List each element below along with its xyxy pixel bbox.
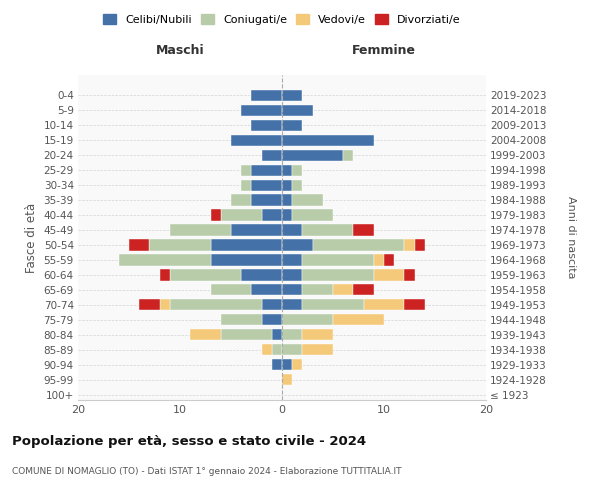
Bar bbox=[282, 224, 302, 235]
Bar bbox=[241, 104, 282, 116]
Bar bbox=[292, 194, 323, 205]
Bar bbox=[262, 314, 282, 326]
Bar bbox=[282, 210, 292, 220]
Bar bbox=[404, 240, 415, 250]
Text: Popolazione per età, sesso e stato civile - 2024: Popolazione per età, sesso e stato civil… bbox=[12, 435, 366, 448]
Bar bbox=[262, 210, 282, 220]
Bar bbox=[251, 120, 282, 131]
Bar bbox=[221, 329, 272, 340]
Bar bbox=[251, 164, 282, 176]
Bar bbox=[302, 254, 374, 266]
Bar bbox=[282, 180, 292, 191]
Bar bbox=[251, 90, 282, 101]
Bar bbox=[262, 344, 272, 356]
Bar bbox=[221, 210, 262, 220]
Bar bbox=[292, 359, 302, 370]
Bar bbox=[282, 359, 292, 370]
Bar bbox=[282, 284, 302, 296]
Bar bbox=[282, 240, 313, 250]
Bar bbox=[353, 224, 374, 235]
Bar bbox=[415, 240, 425, 250]
Bar bbox=[211, 284, 251, 296]
Bar bbox=[374, 254, 384, 266]
Bar bbox=[282, 329, 302, 340]
Bar bbox=[139, 299, 160, 310]
Bar bbox=[160, 270, 170, 280]
Bar bbox=[364, 299, 404, 310]
Bar bbox=[251, 180, 282, 191]
Bar bbox=[282, 164, 292, 176]
Text: Femmine: Femmine bbox=[352, 44, 416, 58]
Bar bbox=[231, 134, 282, 146]
Bar bbox=[170, 299, 262, 310]
Text: COMUNE DI NOMAGLIO (TO) - Dati ISTAT 1° gennaio 2024 - Elaborazione TUTTITALIA.I: COMUNE DI NOMAGLIO (TO) - Dati ISTAT 1° … bbox=[12, 468, 401, 476]
Bar bbox=[282, 150, 343, 161]
Bar bbox=[221, 314, 262, 326]
Bar bbox=[170, 224, 231, 235]
Bar bbox=[190, 329, 221, 340]
Text: Maschi: Maschi bbox=[155, 44, 205, 58]
Bar bbox=[211, 254, 282, 266]
Bar bbox=[353, 284, 374, 296]
Bar bbox=[251, 284, 282, 296]
Bar bbox=[282, 374, 292, 385]
Bar bbox=[282, 104, 313, 116]
Bar bbox=[170, 270, 241, 280]
Bar bbox=[302, 329, 333, 340]
Bar bbox=[272, 344, 282, 356]
Bar bbox=[384, 254, 394, 266]
Bar bbox=[282, 134, 374, 146]
Bar bbox=[160, 299, 170, 310]
Bar bbox=[313, 240, 404, 250]
Bar bbox=[262, 299, 282, 310]
Bar bbox=[374, 270, 404, 280]
Bar bbox=[211, 210, 221, 220]
Bar bbox=[404, 270, 415, 280]
Bar bbox=[333, 284, 353, 296]
Bar bbox=[333, 314, 384, 326]
Bar bbox=[302, 284, 333, 296]
Bar bbox=[231, 194, 251, 205]
Bar bbox=[272, 359, 282, 370]
Bar bbox=[119, 254, 211, 266]
Bar bbox=[129, 240, 149, 250]
Bar bbox=[282, 90, 302, 101]
Bar bbox=[241, 180, 251, 191]
Bar bbox=[292, 164, 302, 176]
Bar bbox=[282, 344, 302, 356]
Bar bbox=[282, 120, 302, 131]
Bar bbox=[241, 270, 282, 280]
Bar bbox=[251, 194, 282, 205]
Y-axis label: Anni di nascita: Anni di nascita bbox=[566, 196, 577, 279]
Bar bbox=[282, 254, 302, 266]
Bar bbox=[211, 240, 282, 250]
Bar bbox=[241, 164, 251, 176]
Bar bbox=[149, 240, 211, 250]
Bar bbox=[292, 210, 333, 220]
Bar bbox=[282, 299, 302, 310]
Bar bbox=[262, 150, 282, 161]
Bar bbox=[282, 314, 333, 326]
Bar bbox=[302, 270, 374, 280]
Y-axis label: Fasce di età: Fasce di età bbox=[25, 202, 38, 272]
Bar bbox=[282, 270, 302, 280]
Legend: Celibi/Nubili, Coniugati/e, Vedovi/e, Divorziati/e: Celibi/Nubili, Coniugati/e, Vedovi/e, Di… bbox=[100, 10, 464, 28]
Bar bbox=[302, 344, 333, 356]
Bar bbox=[282, 194, 292, 205]
Bar bbox=[272, 329, 282, 340]
Bar bbox=[343, 150, 353, 161]
Bar bbox=[404, 299, 425, 310]
Bar bbox=[292, 180, 302, 191]
Bar bbox=[231, 224, 282, 235]
Bar bbox=[302, 299, 364, 310]
Bar bbox=[302, 224, 353, 235]
